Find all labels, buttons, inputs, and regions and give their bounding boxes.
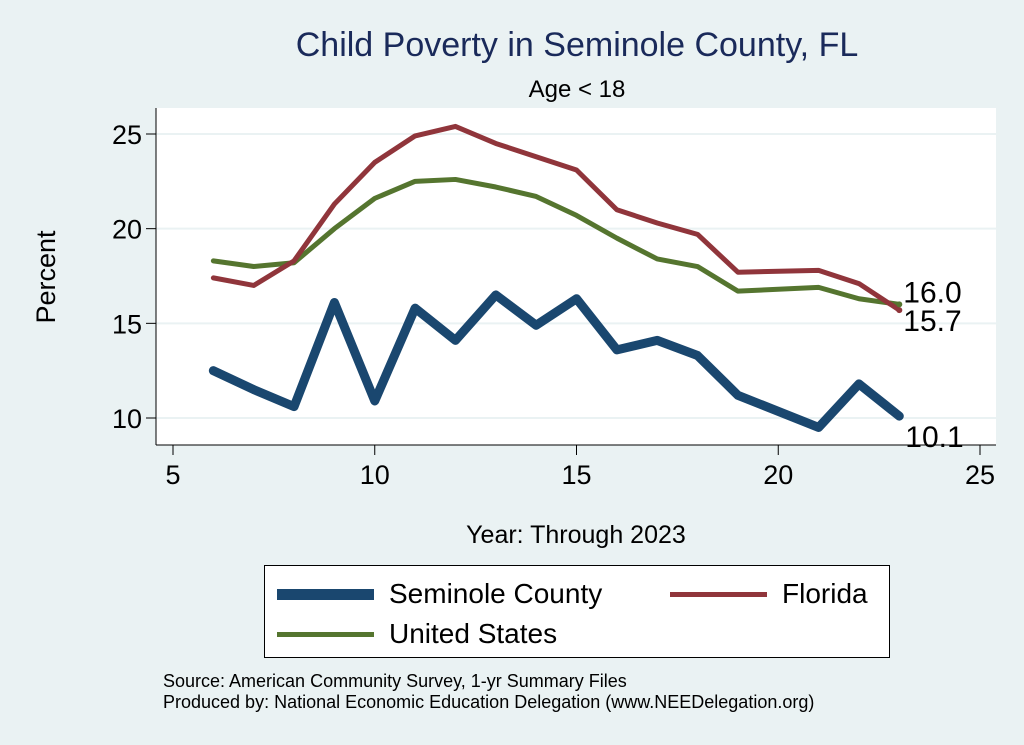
y-tick-label-25: 25 [112, 120, 142, 150]
legend-item-florida: Florida [670, 578, 868, 610]
x-tick-label-10: 10 [360, 460, 390, 490]
legend-swatch-seminole-county [277, 588, 374, 600]
chart-subtitle: Age < 18 [528, 76, 626, 103]
end-label-seminole-county: 10.1 [905, 421, 963, 454]
series-lines [208, 123, 904, 432]
x-tick-label-5: 5 [165, 460, 180, 490]
footer-produced-by: Produced by: National Economic Education… [163, 692, 815, 712]
x-tick-label-15: 15 [561, 460, 591, 490]
end-marker-florida [896, 307, 903, 314]
legend-swatch-united-states [277, 631, 374, 637]
end-marker-united-states [896, 301, 903, 308]
legend-item-seminole-county: Seminole County [277, 578, 602, 610]
grid-lines [156, 133, 996, 419]
axes: 10 15 20 25 5 10 15 20 25 Year: Through 2023 Perce… [31, 108, 996, 549]
series-line-united-states [210, 176, 902, 307]
footer-source: Source: American Community Survey, 1-yr … [163, 671, 627, 691]
series-line-seminole-county [208, 290, 904, 432]
end-label-florida: 15.7 [903, 305, 961, 338]
x-tick-label-25: 25 [965, 460, 995, 490]
end-labels: 10.1 15.716.0 [896, 276, 964, 454]
end-label-united-states: 16.0 [903, 276, 961, 309]
end-marker-seminole-county [896, 413, 903, 420]
legend-item-united-states: United States [277, 618, 557, 650]
y-axis-title: Percent [31, 230, 61, 324]
y-tick-label-10: 10 [112, 404, 142, 434]
y-tick-label-20: 20 [112, 215, 142, 245]
legend-swatch-florida [670, 591, 767, 597]
legend-label-united-states: United States [389, 618, 558, 649]
legend-label-florida: Florida [782, 578, 868, 609]
legend-label-seminole-county: Seminole County [389, 578, 603, 609]
x-axis-title: Year: Through 2023 [466, 521, 686, 549]
chart-title: Child Poverty in Seminole County, FL [295, 26, 859, 64]
x-tick-label-20: 20 [763, 460, 793, 490]
series-line-florida [210, 123, 902, 313]
legend: Seminole County Florida United States [264, 565, 890, 658]
y-tick-label-15: 15 [112, 309, 142, 339]
